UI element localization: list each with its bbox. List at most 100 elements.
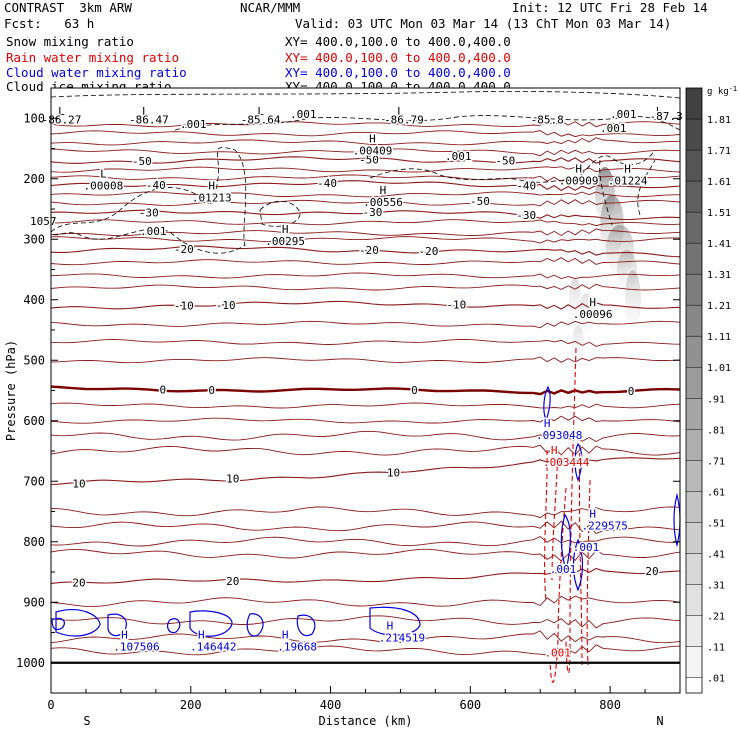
snow-contour-layer: [50, 91, 681, 254]
snow-extremum-value: .00556: [363, 196, 403, 209]
snow-contour: [599, 159, 613, 226]
snow-shade-blob: [572, 325, 584, 365]
cloud-water-contour: [572, 538, 584, 592]
x-axis-label: Distance (km): [319, 714, 413, 728]
boundary-label: L: [397, 105, 404, 118]
snow-shade-blob: [569, 278, 581, 322]
isotherm-line: [50, 199, 681, 207]
colorbar-label: 1.31: [707, 270, 731, 281]
colorbar-label: 1.41: [707, 239, 731, 250]
isotherm-line: [50, 548, 681, 562]
field-rain-name: Rain water mixing ratio: [6, 50, 180, 65]
colorbar-label: .31: [707, 580, 725, 591]
isotherm-line: [50, 120, 681, 128]
colorbar-label: 1.51: [707, 208, 731, 219]
snow-extremum-marker: H: [589, 296, 596, 309]
isotherm-line: [50, 300, 681, 310]
isotherm-line: [51, 272, 681, 279]
rain-contour: [565, 347, 577, 674]
isotherm-line: [50, 356, 681, 364]
colorbar-bin: [686, 367, 702, 399]
y-tick-label: 1000: [16, 656, 45, 670]
isotherm-label: -10: [216, 299, 236, 312]
field-cloudwater-name: Cloud water mixing ratio: [6, 65, 187, 80]
colorbar-bin: [686, 181, 702, 213]
snow-contour-label: .001: [290, 108, 317, 121]
cloud-water-extremum-marker: H: [387, 619, 394, 632]
colorbar-label: 1.21: [707, 301, 731, 312]
colorbar-label: .81: [707, 425, 725, 436]
snow-contour: [637, 159, 656, 216]
snow-extremum-marker: H: [282, 223, 289, 236]
isotherm-line: [50, 228, 681, 237]
y-tick-label: 600: [23, 414, 45, 428]
colorbar-bin: [686, 584, 702, 616]
colorbar-label: .41: [707, 549, 725, 560]
boundary-label: -86.79: [384, 113, 424, 126]
rain-contour-label: .001: [544, 647, 571, 660]
isotherm-label: -20: [418, 245, 438, 258]
isotherm-label: -20: [174, 243, 194, 256]
cloud-water-contour: [560, 513, 571, 573]
isotherm-line: [50, 137, 681, 146]
colorbar-label: 1.71: [707, 146, 731, 157]
colorbar-bin: [686, 243, 702, 275]
isotherm-line: [50, 520, 681, 535]
colorbar-bin: [686, 429, 702, 461]
cloud-water-extremum-marker: H: [589, 508, 596, 521]
snow-contour-label: .001: [445, 150, 472, 163]
snow-contour-label: 1057: [30, 215, 57, 228]
rain-extremum-marker: H: [551, 444, 558, 457]
cloud-water-contour: [296, 614, 316, 637]
cloud-water-contour: [189, 610, 233, 637]
colorbar-bin: [686, 398, 702, 430]
isotherm-line: [50, 506, 681, 519]
colorbar-label: 1.11: [707, 332, 731, 343]
isotherm-label: 0: [160, 383, 167, 396]
isotherm-label: 10: [226, 473, 239, 486]
cloud-water-contour: [673, 492, 681, 548]
cloud-water-contour-label: .001: [550, 563, 577, 576]
cloud-water-extremum-value: .107506: [113, 641, 159, 654]
colorbar-label: .51: [707, 518, 725, 529]
isotherm-label: 0: [411, 384, 418, 397]
y-tick-label: 100: [23, 111, 45, 125]
colorbar-bin: [686, 305, 702, 337]
colorbar-label: .91: [707, 394, 725, 405]
colorbar-bin: [686, 553, 702, 585]
isotherm-line: [50, 595, 681, 608]
rain-contour: [586, 479, 591, 666]
colorbar-label: .21: [707, 611, 725, 622]
isotherm-label: -50: [495, 155, 515, 168]
y-tick-label: 300: [23, 232, 45, 246]
cloud-water-contour: [246, 613, 264, 637]
isotherm-label: 20: [226, 575, 239, 588]
rain-contour: [544, 449, 548, 601]
cloud-water-contour: [574, 442, 583, 482]
boundary-label: -86.27: [42, 113, 82, 126]
colorbar-label: .11: [707, 642, 725, 653]
snow-contour-label: -50: [470, 195, 490, 208]
boundary-label: L: [257, 105, 264, 118]
boundary-label: -87.3: [649, 110, 682, 123]
snow-extremum-marker: H: [369, 132, 376, 145]
isotherm-label: -40: [317, 177, 337, 190]
isotherm-line: [50, 415, 681, 424]
isotherm-label: 0: [208, 384, 215, 397]
snow-extremum-marker: H: [380, 184, 387, 197]
isotherm-line: [50, 283, 681, 291]
field-snow-name: Snow mixing ratio: [6, 34, 134, 49]
snow-contour-label: .001: [140, 225, 167, 238]
cloud-water-extremum-value: .214519: [379, 631, 425, 644]
x-axis-right-end-label: N: [656, 714, 663, 728]
colorbar-bin: [686, 460, 702, 492]
colorbar: 1.81 1.71 1.61 1.51 1.41 1.31 1.21 1.11 1.01 .91.…: [685, 85, 737, 710]
colorbar-label: 1.61: [707, 177, 731, 188]
y-tick-label: 500: [23, 353, 45, 367]
isotherm-label: -40: [146, 179, 166, 192]
isotherm-line: [50, 615, 681, 629]
model-title: CONTRAST 3km ARW: [4, 0, 132, 15]
colorbar-bin: [686, 88, 702, 120]
